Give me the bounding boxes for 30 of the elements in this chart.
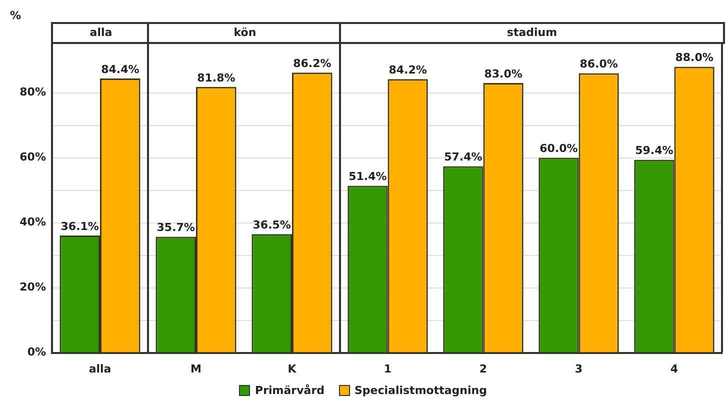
- data-label: 84.2%: [388, 63, 427, 76]
- x-tick-label: K: [288, 362, 297, 376]
- y-tick-label: 40%: [20, 216, 46, 229]
- x-tick-label: 3: [574, 362, 583, 376]
- data-label: 88.0%: [675, 51, 714, 64]
- data-label: 84.4%: [101, 62, 140, 76]
- y-tick-label: 60%: [20, 150, 46, 164]
- x-tick-label: 1: [384, 362, 392, 376]
- x-tick-label: 2: [479, 362, 488, 376]
- x-tick-label: 4: [670, 362, 678, 376]
- chart-title: stadium: [339, 22, 725, 44]
- x-tick-label: M: [190, 362, 202, 376]
- y-tick-label: 80%: [20, 86, 46, 99]
- data-label: 35.7%: [156, 221, 195, 234]
- data-label: 86.2%: [293, 56, 332, 70]
- y-tick-label: 0%: [27, 346, 46, 359]
- chart-title: kön: [147, 22, 343, 44]
- data-label: 36.5%: [252, 218, 291, 232]
- data-label: 51.4%: [348, 170, 387, 184]
- legend-label: Specialistmottagning: [354, 384, 487, 397]
- data-label: 60.0%: [540, 142, 578, 156]
- data-label: 57.4%: [444, 150, 482, 164]
- data-label: 81.8%: [197, 71, 236, 84]
- data-label: 83.0%: [484, 67, 522, 80]
- y-tick-label: 20%: [20, 280, 46, 294]
- data-label: 36.1%: [60, 220, 99, 233]
- legend-label: Primärvård: [255, 384, 324, 397]
- data-label: 86.0%: [580, 58, 618, 71]
- data-label: 59.4%: [635, 144, 674, 158]
- y-axis-title: %: [10, 8, 22, 22]
